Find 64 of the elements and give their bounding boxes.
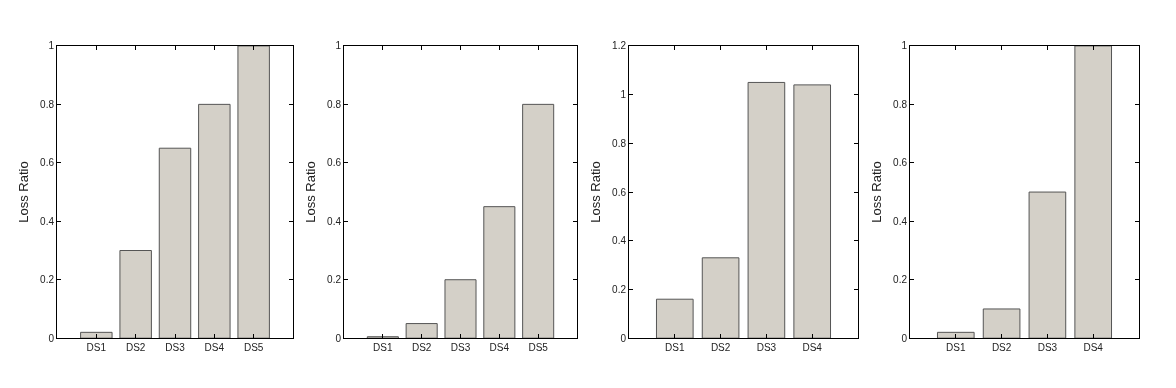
bar bbox=[747, 81, 786, 339]
y-tick-label: 1 bbox=[901, 40, 908, 52]
y-axis-title: Loss Ratio bbox=[16, 161, 32, 223]
x-tick-label: DS1 bbox=[86, 342, 107, 354]
y-tick-label: 0.4 bbox=[40, 215, 55, 227]
bar bbox=[405, 323, 438, 339]
x-tick-label: DS3 bbox=[450, 342, 471, 354]
y-tick-label: 0.4 bbox=[327, 215, 342, 227]
y-tick-label: 0.8 bbox=[40, 98, 55, 110]
bar bbox=[793, 84, 832, 339]
x-tick-label: DS5 bbox=[528, 342, 549, 354]
y-tick-label: 1 bbox=[620, 89, 627, 101]
x-tick-label: DS4 bbox=[204, 342, 225, 354]
y-tick-label: 0.2 bbox=[612, 283, 627, 295]
x-tick-label: DS1 bbox=[665, 342, 685, 354]
x-tick-label: DS5 bbox=[243, 342, 264, 354]
y-tick-label: 0.8 bbox=[612, 137, 627, 149]
x-tick-label: DS3 bbox=[1037, 342, 1058, 354]
y-tick-label: 0.6 bbox=[40, 157, 55, 169]
y-axis-title: Loss Ratio bbox=[303, 161, 319, 223]
x-tick-label: DS2 bbox=[991, 342, 1012, 354]
bar bbox=[119, 250, 152, 339]
y-tick-label: 0 bbox=[901, 332, 908, 344]
y-tick-label: 0 bbox=[48, 332, 55, 344]
y-tick-label: 0 bbox=[620, 332, 627, 344]
bar bbox=[982, 308, 1021, 339]
y-tick-label: 1 bbox=[48, 40, 55, 52]
bar bbox=[522, 103, 555, 339]
y-tick-label: 0.2 bbox=[893, 274, 908, 286]
bar bbox=[655, 298, 694, 339]
bar bbox=[80, 331, 113, 339]
bar bbox=[444, 279, 477, 339]
bar bbox=[936, 331, 975, 339]
y-tick-label: 0.8 bbox=[893, 98, 908, 110]
y-tick-label: 0.6 bbox=[327, 157, 342, 169]
bar bbox=[483, 206, 516, 339]
bar bbox=[1028, 191, 1067, 339]
x-tick-label: DS4 bbox=[802, 342, 823, 354]
x-tick-label: DS2 bbox=[710, 342, 731, 354]
x-tick-label: DS3 bbox=[756, 342, 777, 354]
y-tick-label: 1 bbox=[335, 40, 342, 52]
y-tick-label: 0.8 bbox=[327, 98, 342, 110]
y-tick-label: 0.6 bbox=[893, 157, 908, 169]
bar bbox=[237, 45, 270, 339]
bar bbox=[701, 257, 740, 339]
y-axis-title: Loss Ratio bbox=[588, 161, 604, 223]
x-tick-label: DS2 bbox=[411, 342, 432, 354]
bar bbox=[158, 147, 192, 339]
y-tick-label: 0 bbox=[335, 332, 342, 344]
bar bbox=[198, 103, 231, 339]
x-tick-label: DS3 bbox=[165, 342, 186, 354]
x-tick-label: DS2 bbox=[125, 342, 146, 354]
bar bbox=[1074, 45, 1113, 339]
x-tick-label: DS1 bbox=[946, 342, 966, 354]
y-tick-label: 1.2 bbox=[612, 40, 627, 52]
y-tick-label: 0.2 bbox=[40, 274, 55, 286]
x-tick-label: DS1 bbox=[373, 342, 393, 354]
y-tick-label: 0.2 bbox=[327, 274, 342, 286]
y-axis-title: Loss Ratio bbox=[869, 161, 885, 223]
y-tick-label: 0.4 bbox=[612, 235, 627, 247]
x-tick-label: DS4 bbox=[489, 342, 510, 354]
y-tick-label: 0.4 bbox=[893, 215, 908, 227]
y-tick-label: 0.6 bbox=[612, 186, 627, 198]
x-tick-label: DS4 bbox=[1083, 342, 1104, 354]
